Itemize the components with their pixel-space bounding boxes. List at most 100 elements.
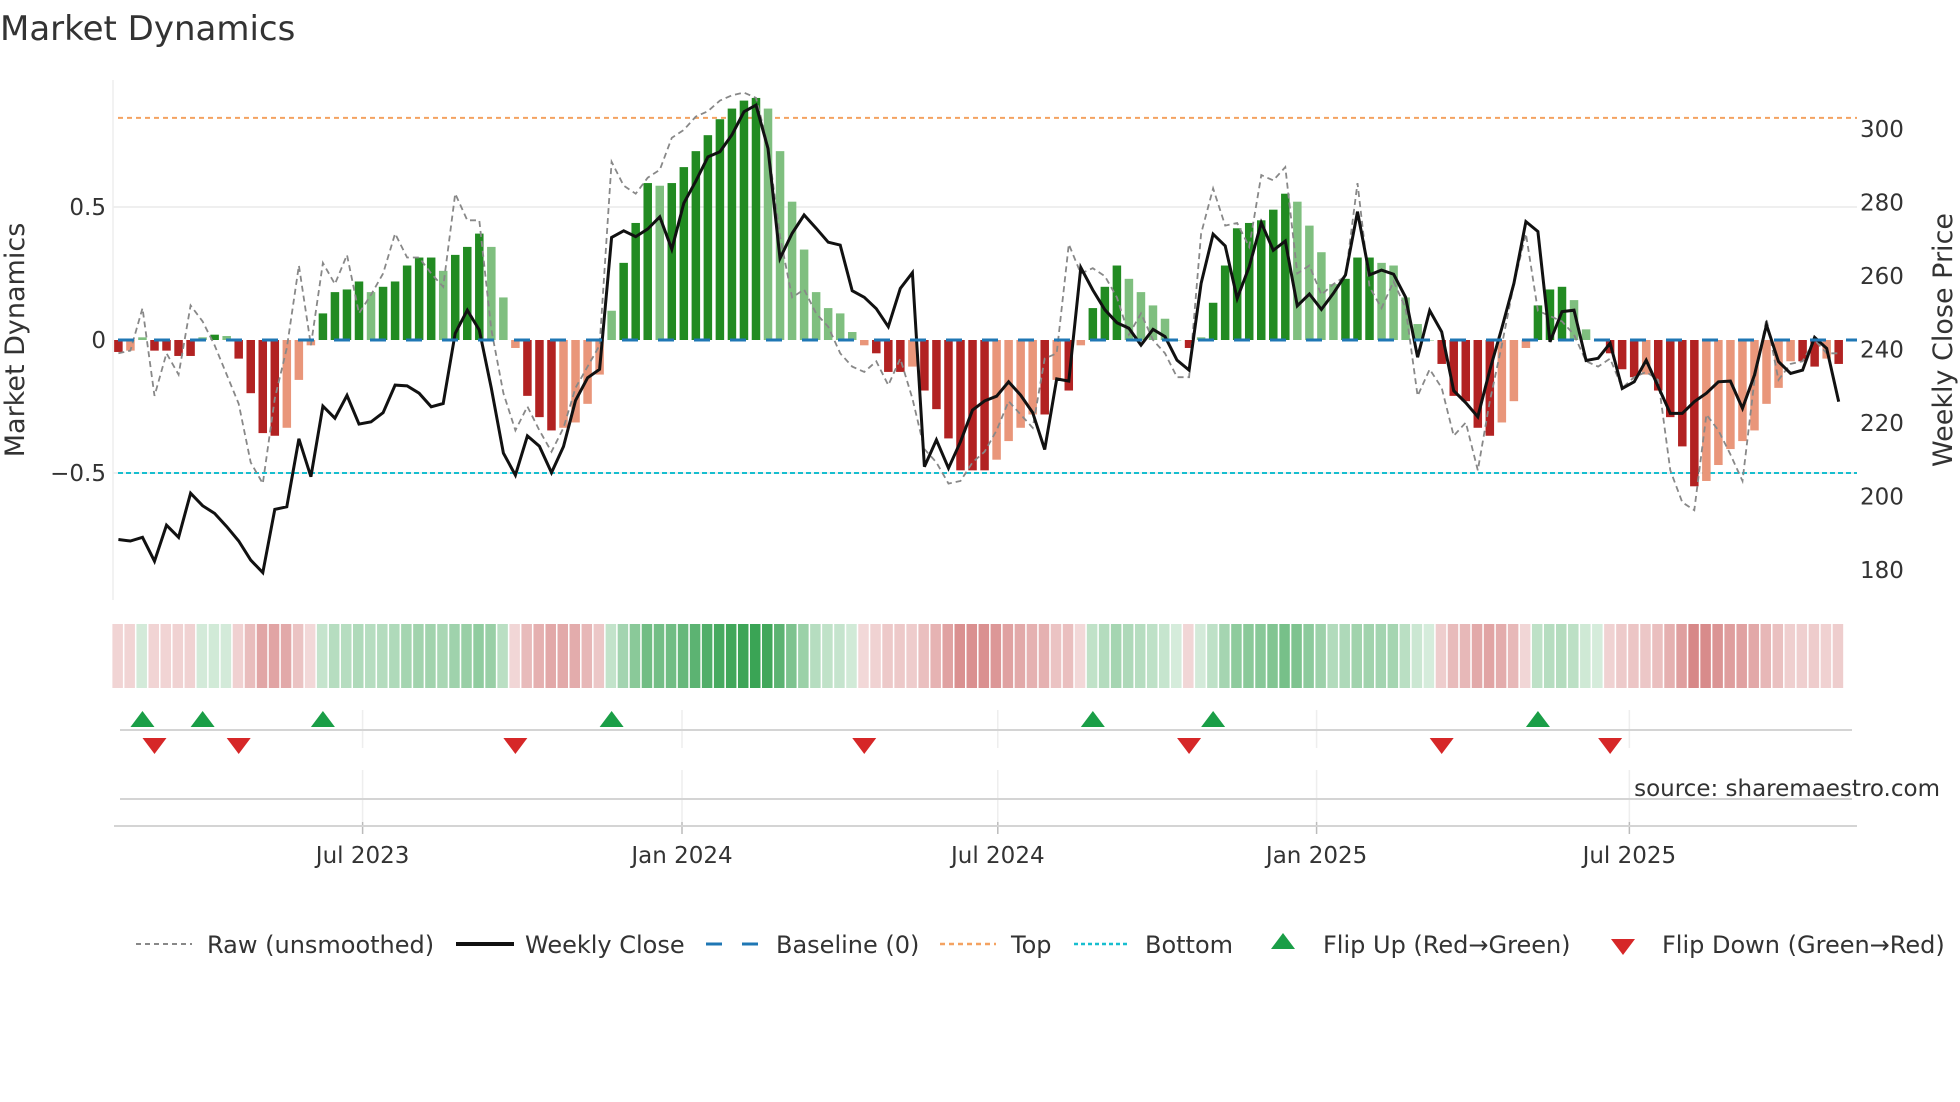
momentum-bar bbox=[1798, 340, 1807, 362]
heatmap-cell bbox=[497, 624, 508, 688]
heatmap-cell bbox=[1832, 624, 1844, 688]
time-axis: Jul 2023 Jan 2024 Jul 2024 Jan 2025 Jul 2025 bbox=[114, 770, 1857, 869]
heatmap-cell bbox=[966, 624, 978, 688]
momentum-bar bbox=[354, 281, 364, 340]
momentum-bar bbox=[438, 270, 448, 340]
heatmap-cell bbox=[1435, 624, 1447, 688]
momentum-bar bbox=[944, 340, 953, 439]
momentum-bar bbox=[1413, 324, 1422, 340]
heatmap-cell bbox=[774, 624, 785, 688]
heatmap-cell bbox=[894, 624, 905, 688]
momentum-bar bbox=[378, 286, 388, 340]
momentum-bar bbox=[523, 340, 532, 396]
heatmap-cell bbox=[521, 624, 532, 688]
heatmap-cell bbox=[1531, 624, 1543, 688]
momentum-bar bbox=[1810, 340, 1819, 367]
flip-up-marker-icon bbox=[599, 711, 624, 727]
heatmap-cell bbox=[1736, 624, 1747, 688]
momentum-bar bbox=[1257, 220, 1266, 340]
heatmap-cell bbox=[1820, 624, 1832, 688]
heatmap-cell bbox=[1375, 624, 1387, 688]
momentum-bar bbox=[1497, 340, 1507, 423]
momentum-bar bbox=[282, 340, 292, 428]
heatmap-cell bbox=[1592, 624, 1603, 688]
heatmap-cell bbox=[473, 624, 484, 688]
momentum-bar bbox=[1738, 340, 1747, 442]
momentum-bar bbox=[1473, 340, 1483, 428]
momentum-bar bbox=[884, 340, 893, 372]
flip-down-marker-icon bbox=[1598, 738, 1623, 754]
heatmap-cell bbox=[1219, 624, 1230, 688]
weekly-close-series bbox=[118, 102, 1841, 576]
heatmap-cell bbox=[1387, 624, 1399, 688]
heatmap-cell bbox=[365, 624, 376, 688]
momentum-bar bbox=[739, 100, 749, 340]
flip-down-marker-icon bbox=[226, 738, 251, 754]
left-tick-label: 0 bbox=[91, 328, 106, 354]
momentum-bar bbox=[860, 340, 869, 346]
chart-title: Market Dynamics bbox=[0, 9, 295, 49]
momentum-bar bbox=[390, 281, 400, 340]
momentum-bar bbox=[751, 97, 761, 340]
legend-item-bottom: Bottom bbox=[1074, 931, 1233, 959]
heatmap-cell bbox=[1495, 624, 1507, 688]
momentum-bar bbox=[1581, 329, 1591, 340]
momentum-bar bbox=[1389, 265, 1398, 340]
momentum-bar bbox=[583, 340, 592, 404]
flip-down-triangle-icon bbox=[1611, 939, 1635, 955]
heatmap-cell bbox=[990, 624, 1002, 688]
flip-up-marker-icon bbox=[310, 711, 335, 727]
heatmap-cell bbox=[665, 624, 677, 688]
momentum-bar bbox=[896, 340, 905, 372]
heatmap-cell bbox=[280, 624, 292, 688]
heatmap-cell bbox=[220, 624, 232, 688]
heatmap-cell bbox=[882, 624, 893, 688]
momentum-bar bbox=[511, 340, 520, 348]
heatmap-cell bbox=[353, 624, 364, 688]
heatmap-cell bbox=[810, 624, 821, 688]
heatmap-cell bbox=[1315, 624, 1326, 688]
momentum-bar bbox=[463, 246, 472, 340]
heatmap-cell bbox=[304, 624, 316, 688]
heatmap-cell bbox=[1243, 624, 1254, 688]
right-tick-label: 280 bbox=[1860, 191, 1904, 217]
momentum-bar bbox=[1317, 252, 1326, 340]
momentum-bar bbox=[655, 185, 664, 340]
heatmap-cell bbox=[184, 624, 196, 688]
momentum-bar bbox=[1726, 340, 1735, 450]
left-tick-label: 0.5 bbox=[69, 195, 106, 221]
heatmap-cell bbox=[509, 624, 520, 688]
momentum-bar bbox=[1040, 340, 1049, 415]
momentum-bar bbox=[126, 340, 135, 351]
heatmap-cell bbox=[798, 624, 809, 688]
momentum-bar bbox=[222, 336, 231, 340]
heatmap-cell bbox=[1664, 624, 1675, 688]
heatmap-cell bbox=[605, 624, 617, 688]
heatmap-cell bbox=[545, 624, 556, 688]
momentum-bar bbox=[1569, 300, 1579, 340]
heatmap-cell bbox=[1207, 624, 1218, 688]
heatmap-cell bbox=[208, 624, 220, 688]
momentum-bar bbox=[535, 340, 544, 418]
legend: Raw (unsmoothed) Weekly Close Baseline (… bbox=[136, 931, 1945, 959]
heatmap-cell bbox=[846, 624, 857, 688]
heatmap-cell bbox=[533, 624, 544, 688]
momentum-bar bbox=[1052, 340, 1061, 380]
momentum-bar bbox=[450, 254, 460, 340]
heatmap-cell bbox=[834, 624, 845, 688]
heatmap-cell bbox=[930, 624, 941, 688]
heatmap-cell bbox=[1808, 624, 1820, 688]
flip-down-marker-icon bbox=[142, 738, 167, 754]
heatmap-cell bbox=[1688, 624, 1699, 688]
momentum-bar bbox=[763, 108, 773, 340]
heatmap-cell bbox=[1411, 624, 1423, 688]
momentum-bar bbox=[1329, 284, 1338, 340]
time-tick-label: Jan 2024 bbox=[629, 843, 732, 869]
momentum-bar bbox=[1714, 340, 1723, 466]
heatmap-cell bbox=[1327, 624, 1338, 688]
momentum-bar bbox=[1653, 340, 1663, 391]
heatmap-cell bbox=[629, 624, 641, 688]
heatmap-cell bbox=[689, 624, 701, 688]
heatmap-cell bbox=[1652, 624, 1663, 688]
momentum-bar bbox=[270, 340, 280, 436]
